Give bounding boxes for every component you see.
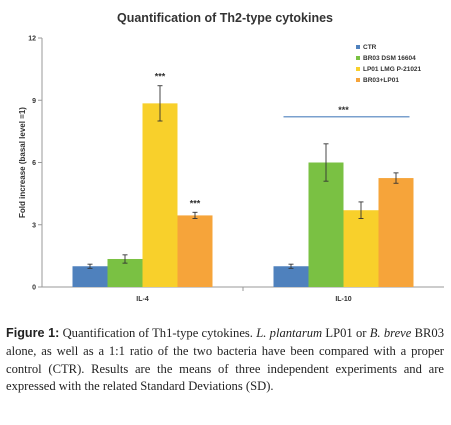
legend-swatch bbox=[356, 78, 360, 82]
legend-entry: BR03+LP01 bbox=[363, 77, 399, 84]
y-tick-label: 0 bbox=[32, 285, 36, 292]
bar bbox=[308, 162, 344, 287]
significance-marker: *** bbox=[338, 105, 349, 115]
bar-chart: Quantification of Th2-type cytokines Fold… bbox=[18, 11, 444, 303]
chart-title: Quantification of Th2-type cytokines bbox=[117, 11, 333, 25]
bar bbox=[107, 258, 143, 287]
chart-container: Quantification of Th2-type cytokines Fold… bbox=[18, 11, 444, 303]
caption-text-3: BR03 alone, as well as a 1:1 ratio of th… bbox=[6, 326, 445, 394]
legend-swatch bbox=[356, 45, 360, 49]
y-tick-label: 9 bbox=[32, 98, 36, 105]
bar bbox=[273, 266, 309, 287]
bar bbox=[177, 215, 213, 287]
caption-species-2: B. breve bbox=[369, 326, 412, 340]
legend-entry: BR03 DSM 16604 bbox=[363, 55, 416, 62]
y-axis-label: Fold increase (basal level =1) bbox=[18, 107, 27, 218]
y-tick-label: 3 bbox=[32, 222, 36, 229]
y-tick-label: 6 bbox=[32, 160, 36, 167]
bar bbox=[378, 178, 414, 287]
legend-entry: CTR bbox=[363, 44, 377, 51]
legend-entry: LP01 LMG P-21021 bbox=[363, 66, 422, 73]
figure-caption: Figure 1: Quantification of Th1-type cyt… bbox=[6, 325, 444, 396]
caption-text-1: Quantification of Th1-type cytokines. bbox=[59, 326, 257, 340]
x-tick-label: IL-4 bbox=[136, 296, 149, 303]
bar bbox=[343, 210, 379, 287]
caption-text-2: LP01 or bbox=[322, 326, 370, 340]
significance-marker: *** bbox=[190, 198, 201, 208]
caption-label: Figure 1: bbox=[6, 326, 60, 340]
bar bbox=[142, 103, 178, 287]
y-tick-label: 12 bbox=[28, 36, 36, 43]
legend-swatch bbox=[356, 67, 360, 71]
significance-marker: *** bbox=[155, 72, 166, 82]
caption-species-1: L. plantarum bbox=[256, 326, 323, 340]
legend-swatch bbox=[356, 56, 360, 60]
bar bbox=[72, 266, 108, 287]
x-tick-label: IL-10 bbox=[335, 296, 351, 303]
